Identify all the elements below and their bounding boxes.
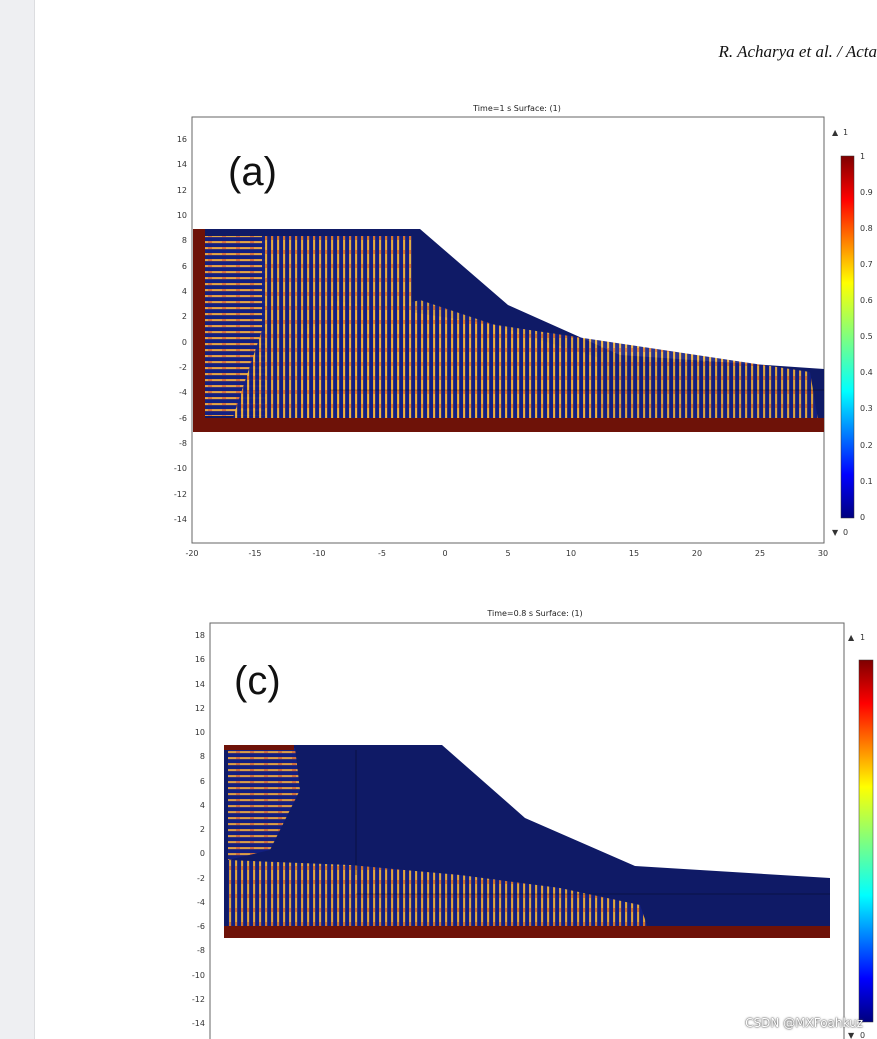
x-tick-label: 5 <box>505 549 510 558</box>
y-tick-label: 8 <box>182 236 187 245</box>
y-tick-label: -10 <box>192 971 205 980</box>
y-tick-label: 0 <box>200 849 205 858</box>
x-tick-label: -15 <box>248 549 261 558</box>
y-tick-label: -4 <box>197 898 205 907</box>
csdn-watermark: CSDN @MXFoahkuz <box>745 1016 863 1030</box>
y-tick-label: 10 <box>195 728 205 737</box>
y-tick-label: -2 <box>179 363 187 372</box>
colorbar-tick: 0.5 <box>860 332 873 341</box>
y-tick-label: -2 <box>197 874 205 883</box>
figure-panel-a: Time=1 s Surface: (1) (a) 16 14 12 10 8 … <box>174 104 873 558</box>
y-tick-label: 0 <box>182 338 187 347</box>
figure-a-y-ticks: 16 14 12 10 8 6 4 2 0 -2 -4 -6 -8 -10 -1… <box>174 135 187 524</box>
figure-c-colorbar: ▲ 1 ▼ 0 <box>848 633 874 1039</box>
figure-a-colorbar: ▲ 1 1 0.9 0.8 0.7 0.6 0.5 0.4 0.3 0.2 0.… <box>832 128 873 537</box>
y-tick-label: 8 <box>200 752 205 761</box>
colorbar-gradient <box>840 155 855 519</box>
x-tick-label: 20 <box>692 549 702 558</box>
x-tick-label: -20 <box>185 549 198 558</box>
y-tick-label: -14 <box>174 515 187 524</box>
figure-c-columnar-dendrites <box>228 860 650 934</box>
figure-c-substrate-top <box>224 745 294 750</box>
y-tick-label: -6 <box>179 414 187 423</box>
figure-a-x-ticks: -20 -15 -10 -5 0 5 10 15 20 25 30 <box>185 549 828 558</box>
y-tick-label: 6 <box>200 777 205 786</box>
left-margin-bar <box>0 0 35 1039</box>
y-tick-label: 6 <box>182 262 187 271</box>
y-tick-label: -6 <box>197 922 205 931</box>
colorbar-min-marker: ▼ <box>832 528 839 537</box>
colorbar-tick: 0 <box>860 513 865 522</box>
x-tick-label: -10 <box>312 549 325 558</box>
y-tick-label: 2 <box>182 312 187 321</box>
colorbar-tick: 1 <box>860 152 865 161</box>
y-tick-label: 18 <box>195 631 205 640</box>
y-tick-label: -10 <box>174 464 187 473</box>
colorbar-tick: 0.6 <box>860 296 873 305</box>
colorbar-tick: 0.7 <box>860 260 873 269</box>
figure-a-title: Time=1 s Surface: (1) <box>472 104 561 113</box>
colorbar-min-label: 0 <box>843 528 848 537</box>
colorbar-tick: 0.4 <box>860 368 873 377</box>
y-tick-label: -8 <box>197 946 205 955</box>
figure-c-y-ticks: 18 16 14 12 10 8 6 4 2 0 -2 -4 -6 -8 -10… <box>192 631 205 1028</box>
x-tick-label: -5 <box>378 549 386 558</box>
figure-a-substrate-left <box>193 229 205 432</box>
colorbar-min-marker: ▼ <box>848 1031 855 1039</box>
colorbar-max-marker: ▲ <box>848 633 855 642</box>
y-tick-label: 12 <box>177 186 187 195</box>
figure-a-panel-label: (a) <box>228 150 277 194</box>
y-tick-label: 4 <box>200 801 205 810</box>
figure-c-side-dendrites <box>228 748 300 860</box>
colorbar-max-marker: ▲ <box>832 128 839 137</box>
y-tick-label: -8 <box>179 439 187 448</box>
colorbar-tick: 0.8 <box>860 224 873 233</box>
y-tick-label: -12 <box>174 490 187 499</box>
y-tick-label: 12 <box>195 704 205 713</box>
figure-c-title: Time=0.8 s Surface: (1) <box>486 609 582 618</box>
y-tick-label: -4 <box>179 388 187 397</box>
colorbar-tick: 0.1 <box>860 477 873 486</box>
colorbar-tick: 0.3 <box>860 404 873 413</box>
y-tick-label: 10 <box>177 211 187 220</box>
x-tick-label: 15 <box>629 549 639 558</box>
colorbar-gradient <box>858 659 874 1023</box>
y-tick-label: 14 <box>177 160 187 169</box>
colorbar-tick: 0.9 <box>860 188 873 197</box>
x-tick-label: 10 <box>566 549 576 558</box>
y-tick-label: 16 <box>177 135 187 144</box>
figure-panel-c: Time=0.8 s Surface: (1) (c) 18 16 14 12 … <box>192 609 874 1039</box>
x-tick-label: 30 <box>818 549 828 558</box>
y-tick-label: 4 <box>182 287 187 296</box>
figure-a-substrate-bottom <box>193 418 824 432</box>
y-tick-label: 2 <box>200 825 205 834</box>
x-tick-label: 25 <box>755 549 765 558</box>
y-tick-label: 16 <box>195 655 205 664</box>
colorbar-tick: 0.2 <box>860 441 873 450</box>
y-tick-label: 14 <box>195 680 205 689</box>
figure-c-panel-label: (c) <box>234 659 281 703</box>
y-tick-label: -14 <box>192 1019 205 1028</box>
x-tick-label: 0 <box>442 549 447 558</box>
colorbar-max-label: 1 <box>843 128 848 137</box>
figure-c-substrate-bottom <box>224 926 830 938</box>
paper-header-citation: R. Acharya et al. / Acta <box>718 42 877 61</box>
colorbar-max-label: 1 <box>860 633 865 642</box>
colorbar-min-label: 0 <box>860 1031 865 1039</box>
y-tick-label: -12 <box>192 995 205 1004</box>
